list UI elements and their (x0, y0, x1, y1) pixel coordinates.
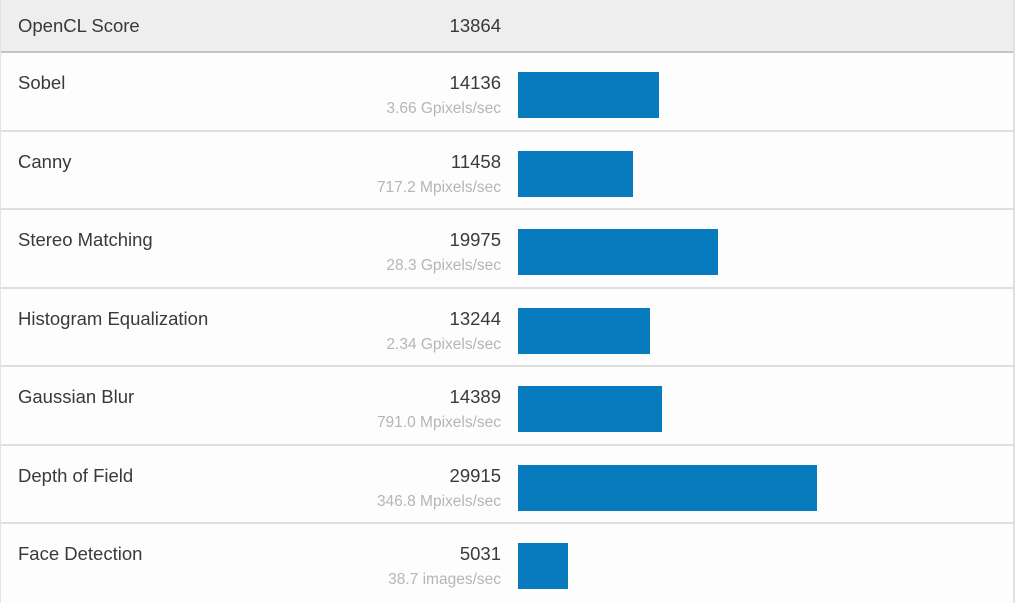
score-bar (518, 386, 662, 432)
benchmark-score: 13244 (449, 307, 501, 329)
benchmark-label: Depth of Field (18, 464, 134, 486)
score-bar (518, 307, 651, 354)
score-bar (518, 464, 818, 511)
benchmark-rate: 791.0 Mpixels/sec (376, 414, 501, 431)
row-text-cell: Histogram Equalization 13244 2.34 Gpixel… (1, 289, 501, 366)
benchmark-score: 19975 (449, 229, 501, 250)
benchmark-row-stereo-matching: Stereo Matching 19975 28.3 Gpixels/sec (1, 210, 1013, 289)
score-bar (518, 72, 660, 118)
benchmark-label: Canny (18, 150, 72, 172)
bar-cell (501, 210, 1013, 287)
row-text-cell: Sobel 14136 3.66 Gpixels/sec (1, 53, 501, 130)
benchmark-score: 11458 (450, 150, 501, 172)
benchmark-rate: 346.8 Mpixels/sec (376, 492, 501, 510)
benchmark-row-depth-of-field: Depth of Field 29915 346.8 Mpixels/sec (1, 445, 1013, 524)
benchmark-label: Sobel (18, 72, 66, 93)
score-bar (518, 543, 569, 589)
row-text-cell: Stereo Matching 19975 28.3 Gpixels/sec (1, 210, 501, 287)
benchmark-row-canny: Canny 11458 717.2 Mpixels/sec (1, 131, 1013, 210)
benchmark-score: 14136 (449, 72, 501, 93)
opencl-score-header-row: OpenCL Score 13864 (1, 0, 1013, 53)
benchmark-row-histogram-equalization: Histogram Equalization 13244 2.34 Gpixel… (1, 288, 1013, 367)
benchmark-row-gaussian-blur: Gaussian Blur 14389 791.0 Mpixels/sec (1, 367, 1013, 446)
benchmark-label: Histogram Equalization (18, 307, 209, 329)
benchmark-rate: 28.3 Gpixels/sec (386, 257, 501, 274)
benchmark-rate: 717.2 Mpixels/sec (376, 178, 501, 196)
opencl-score-title: OpenCL Score (18, 15, 140, 36)
opencl-total-score: 13864 (449, 15, 501, 36)
benchmark-rate: 3.66 Gpixels/sec (386, 100, 501, 117)
row-text-cell: Face Detection 5031 38.7 images/sec (1, 524, 501, 603)
score-bar (518, 150, 633, 197)
benchmark-rate: 38.7 images/sec (388, 571, 501, 588)
row-text-cell: Gaussian Blur 14389 791.0 Mpixels/sec (1, 367, 501, 444)
header-left-cell: OpenCL Score 13864 (1, 14, 501, 37)
bar-cell (501, 53, 1013, 130)
score-bar (518, 229, 718, 275)
benchmark-score: 29915 (449, 464, 501, 486)
row-text-cell: Canny 11458 717.2 Mpixels/sec (1, 132, 501, 209)
bar-cell (501, 289, 1013, 366)
bar-cell (501, 132, 1013, 209)
benchmark-row-sobel: Sobel 14136 3.66 Gpixels/sec (1, 53, 1013, 132)
benchmark-rate: 2.34 Gpixels/sec (386, 335, 501, 353)
benchmark-score: 14389 (449, 386, 501, 407)
benchmark-score: 5031 (459, 543, 501, 564)
benchmark-row-face-detection: Face Detection 5031 38.7 images/sec (1, 524, 1013, 603)
benchmark-label: Stereo Matching (18, 229, 153, 250)
row-text-cell: Depth of Field 29915 346.8 Mpixels/sec (1, 446, 501, 523)
benchmark-label: Gaussian Blur (18, 386, 135, 407)
bar-cell (501, 524, 1013, 603)
bar-cell (501, 367, 1013, 444)
bar-cell (501, 446, 1013, 523)
benchmark-label: Face Detection (18, 543, 143, 564)
